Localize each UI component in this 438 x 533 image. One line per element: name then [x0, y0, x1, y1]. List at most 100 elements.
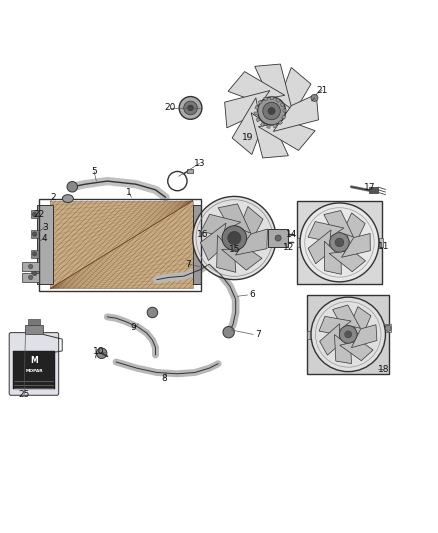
Bar — [264, 97, 268, 101]
Circle shape — [67, 182, 78, 192]
Bar — [307, 331, 313, 339]
Circle shape — [32, 252, 37, 256]
Bar — [283, 109, 286, 112]
Circle shape — [222, 226, 247, 251]
Text: 2: 2 — [51, 193, 56, 202]
Bar — [22, 273, 39, 282]
Text: 1: 1 — [126, 189, 132, 197]
Circle shape — [335, 238, 344, 247]
Circle shape — [32, 212, 37, 216]
Bar — [258, 100, 262, 104]
Text: 8: 8 — [161, 374, 167, 383]
Polygon shape — [282, 68, 311, 124]
Bar — [28, 319, 40, 325]
Polygon shape — [218, 204, 251, 233]
Text: 7: 7 — [185, 260, 191, 269]
Bar — [297, 201, 382, 284]
Text: 5: 5 — [91, 167, 97, 176]
Text: 19: 19 — [242, 133, 253, 142]
Text: 14: 14 — [286, 230, 297, 239]
Polygon shape — [235, 229, 268, 255]
Bar — [270, 96, 274, 100]
Circle shape — [311, 94, 318, 101]
Polygon shape — [251, 113, 288, 158]
Bar — [254, 112, 258, 115]
Polygon shape — [342, 233, 370, 257]
Bar — [276, 98, 280, 102]
Polygon shape — [228, 71, 285, 101]
Polygon shape — [217, 235, 236, 272]
Bar — [31, 230, 39, 238]
Bar — [256, 118, 260, 122]
Circle shape — [345, 331, 352, 338]
Polygon shape — [319, 317, 351, 334]
Bar — [280, 103, 284, 107]
Polygon shape — [335, 335, 351, 364]
Text: 6: 6 — [249, 290, 255, 300]
Polygon shape — [308, 230, 331, 264]
Circle shape — [193, 197, 276, 280]
Text: 10: 10 — [93, 348, 104, 357]
Text: 11: 11 — [378, 243, 389, 251]
Bar — [385, 324, 391, 332]
Bar — [369, 187, 378, 193]
Bar — [268, 229, 288, 247]
Bar — [22, 262, 39, 271]
Polygon shape — [241, 206, 263, 248]
Circle shape — [187, 105, 194, 111]
Text: 21: 21 — [316, 86, 328, 95]
Polygon shape — [258, 121, 315, 150]
Polygon shape — [273, 94, 318, 132]
Circle shape — [28, 264, 33, 269]
Polygon shape — [201, 214, 241, 235]
Circle shape — [385, 325, 391, 332]
Text: MOPAR: MOPAR — [25, 369, 43, 373]
Circle shape — [339, 326, 357, 343]
Bar — [39, 199, 201, 290]
Circle shape — [32, 232, 37, 236]
Polygon shape — [351, 325, 377, 348]
Bar — [278, 120, 283, 125]
Text: 15: 15 — [229, 245, 240, 254]
Circle shape — [311, 297, 385, 372]
Polygon shape — [332, 305, 360, 328]
Bar — [31, 250, 39, 258]
Bar — [25, 325, 43, 334]
Polygon shape — [308, 222, 344, 240]
Bar — [282, 115, 286, 119]
Text: 9: 9 — [131, 324, 137, 332]
Bar — [37, 205, 53, 284]
Circle shape — [258, 97, 286, 125]
Text: 20: 20 — [164, 103, 176, 112]
Bar — [255, 106, 259, 110]
Polygon shape — [320, 324, 339, 355]
Bar — [31, 211, 39, 219]
Circle shape — [179, 96, 202, 119]
Circle shape — [223, 327, 234, 338]
Circle shape — [32, 271, 37, 276]
Bar — [187, 169, 193, 173]
Circle shape — [263, 102, 280, 120]
Bar — [307, 295, 389, 374]
Bar — [50, 201, 193, 288]
Text: 18: 18 — [378, 365, 389, 374]
Ellipse shape — [62, 195, 73, 203]
Bar — [13, 351, 55, 389]
Polygon shape — [222, 248, 262, 270]
Circle shape — [330, 233, 349, 252]
Polygon shape — [340, 341, 373, 361]
Text: 12: 12 — [283, 243, 294, 252]
Circle shape — [147, 307, 158, 318]
Bar — [379, 238, 383, 247]
Bar — [297, 238, 301, 247]
Circle shape — [268, 108, 275, 115]
Polygon shape — [329, 251, 366, 272]
Text: 17: 17 — [364, 183, 376, 192]
Bar — [267, 125, 270, 128]
Bar — [261, 122, 265, 126]
Polygon shape — [225, 91, 270, 128]
Polygon shape — [345, 213, 365, 250]
Polygon shape — [324, 211, 353, 237]
Polygon shape — [325, 241, 341, 274]
Circle shape — [28, 275, 33, 280]
